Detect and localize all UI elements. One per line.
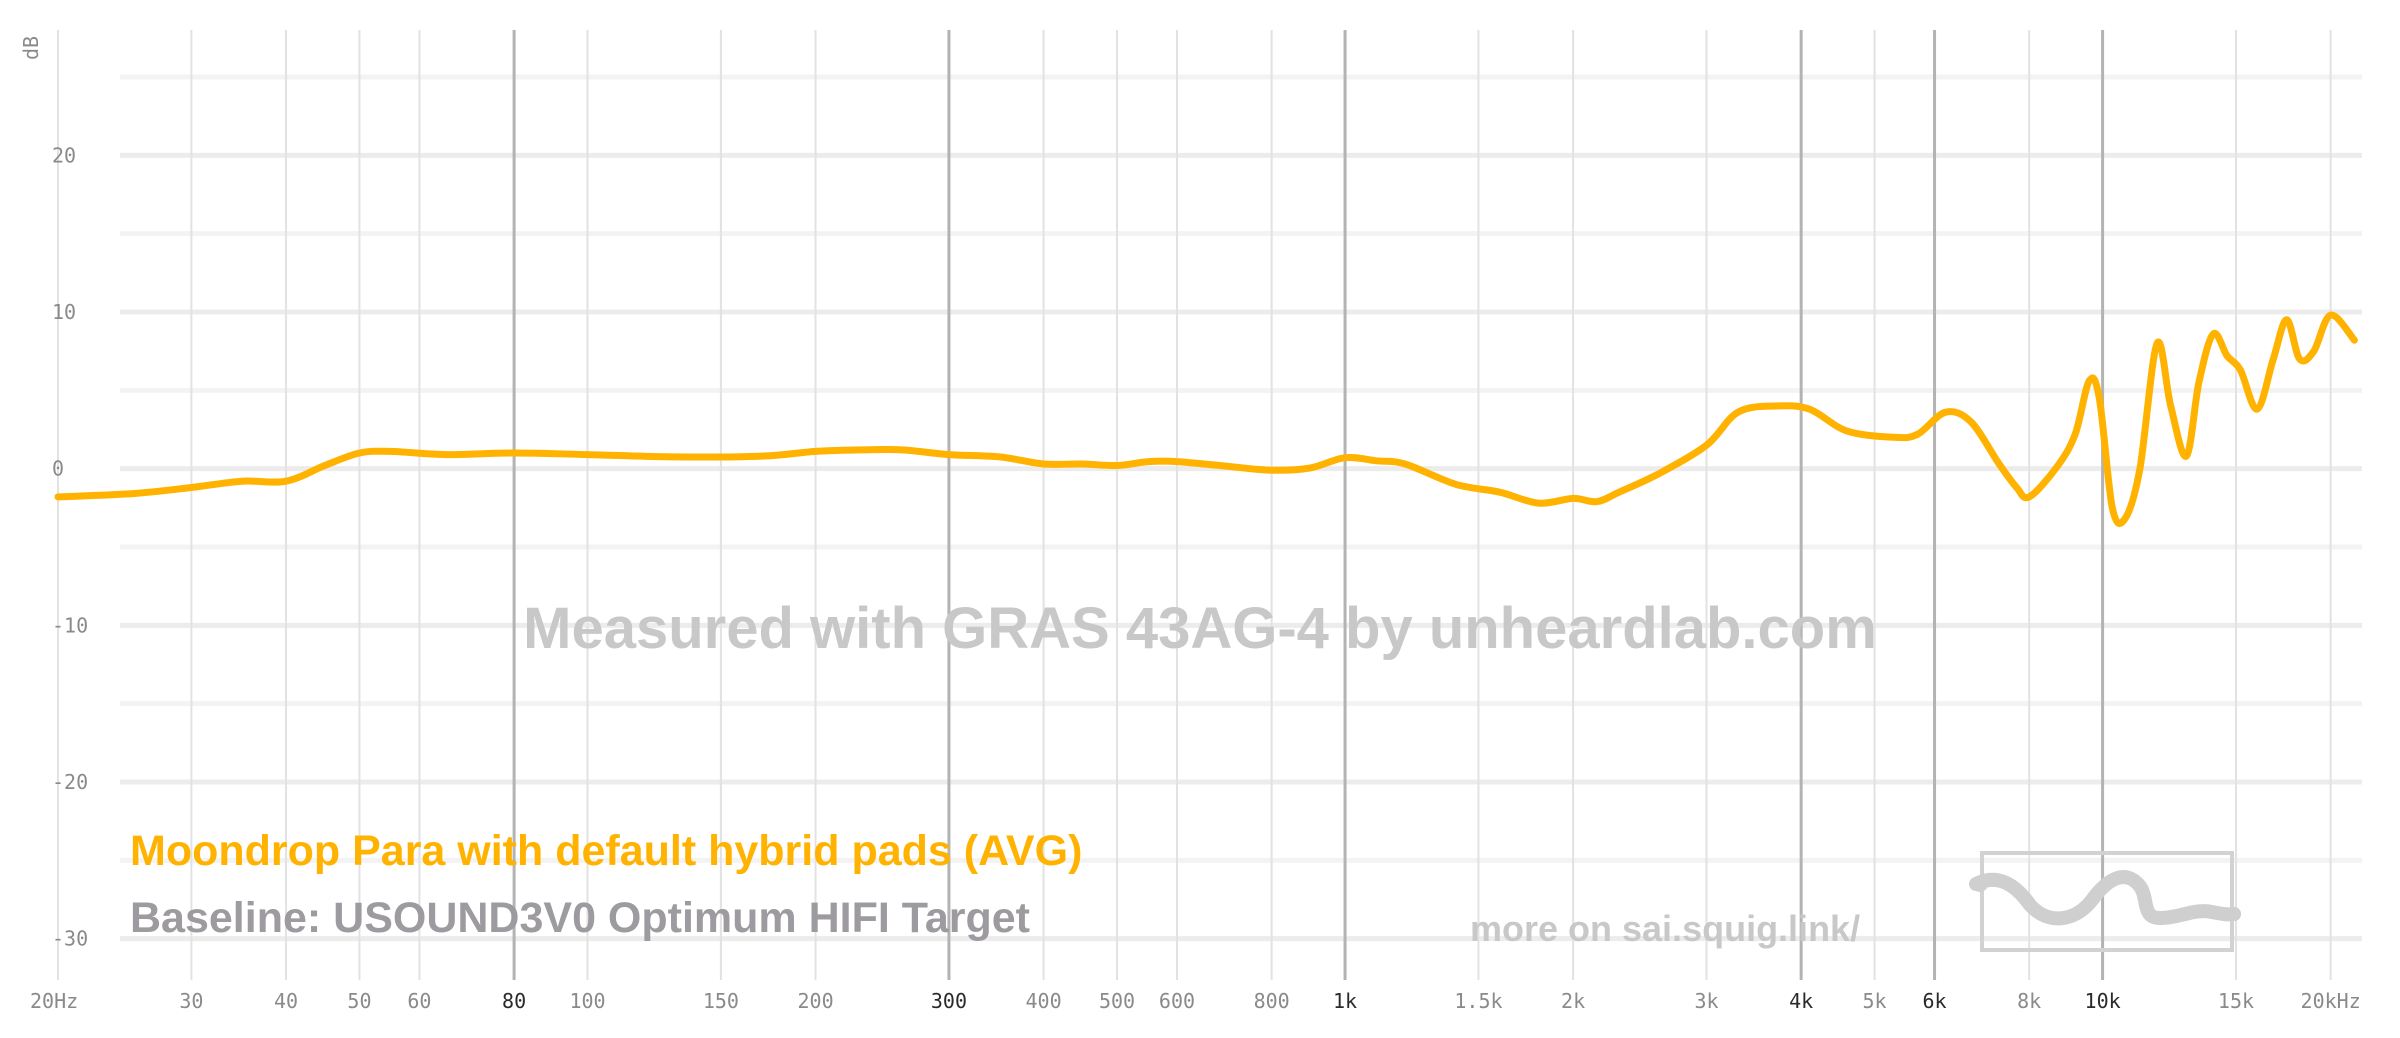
x-tick-label-500: 500 (1099, 989, 1135, 1013)
x-tick-label-5k: 5k (1863, 989, 1887, 1013)
y-tick-label--10: -10 (52, 613, 88, 637)
x-tick-label-40: 40 (274, 989, 298, 1013)
y-tick-label--20: -20 (52, 770, 88, 794)
x-tick-label-800: 800 (1254, 989, 1290, 1013)
legend-entry-baseline: Baseline: USOUND3V0 Optimum HIFI Target (130, 894, 1030, 942)
x-tick-label-10k: 10k (2085, 989, 2121, 1013)
x-tick-label-20kHz: 20kHz (2301, 989, 2361, 1013)
more-on-squig-link-watermark: more on sai.squig.link/ (1470, 908, 1860, 949)
squig-logo-squiggle (1969, 870, 2241, 926)
y-tick-label-0: 0 (52, 457, 64, 481)
legend-entry-measurement: Moondrop Para with default hybrid pads (… (130, 827, 1082, 875)
x-tick-label-600: 600 (1159, 989, 1195, 1013)
x-tick-label-50: 50 (347, 989, 371, 1013)
x-tick-label-4k: 4k (1789, 989, 1813, 1013)
y-tick-label--30: -30 (52, 927, 88, 951)
x-tick-label-80: 80 (502, 989, 526, 1013)
x-tick-label-8k: 8k (2017, 989, 2041, 1013)
x-tick-label-200: 200 (797, 989, 833, 1013)
vertical-gridlines (57, 30, 2332, 980)
squig-logo-dot (1972, 876, 1988, 892)
x-tick-label-1.5k: 1.5k (1454, 989, 1502, 1013)
squig-logo-dot-end (2227, 907, 2241, 921)
x-tick-label-2k: 2k (1561, 989, 1585, 1013)
series-line-0 (54, 311, 2358, 527)
x-tick-label-150: 150 (703, 989, 739, 1013)
y-tick-label-20: 20 (52, 143, 76, 167)
horizontal-gridlines (120, 74, 2362, 942)
x-tick-label-60: 60 (407, 989, 431, 1013)
series-layer (54, 311, 2358, 527)
x-tick-label-15k: 15k (2218, 989, 2254, 1013)
y-axis-unit-label: dB (19, 36, 43, 60)
x-tick-label-6k: 6k (1922, 989, 1946, 1013)
measured-with-watermark: Measured with GRAS 43AG-4 by unheardlab.… (523, 596, 1877, 661)
squig-logo (1969, 851, 2241, 952)
x-tick-label-100: 100 (569, 989, 605, 1013)
x-tick-label-3k: 3k (1694, 989, 1718, 1013)
x-tick-label-1k: 1k (1333, 989, 1357, 1013)
squig-logo-frame (1980, 851, 2234, 952)
x-axis-tick-labels: 20Hz 30 40 50 60 80 100 150 200 300 400 500 600 800 1k… (30, 989, 2361, 1013)
x-tick-label-300: 300 (931, 989, 967, 1013)
x-tick-label-400: 400 (1026, 989, 1062, 1013)
y-tick-label-10: 10 (52, 300, 76, 324)
x-tick-label-30: 30 (179, 989, 203, 1013)
x-tick-label-20Hz: 20Hz (30, 989, 78, 1013)
y-axis-tick-labels: 20 10 0 -10 -20 -30 (52, 143, 88, 950)
